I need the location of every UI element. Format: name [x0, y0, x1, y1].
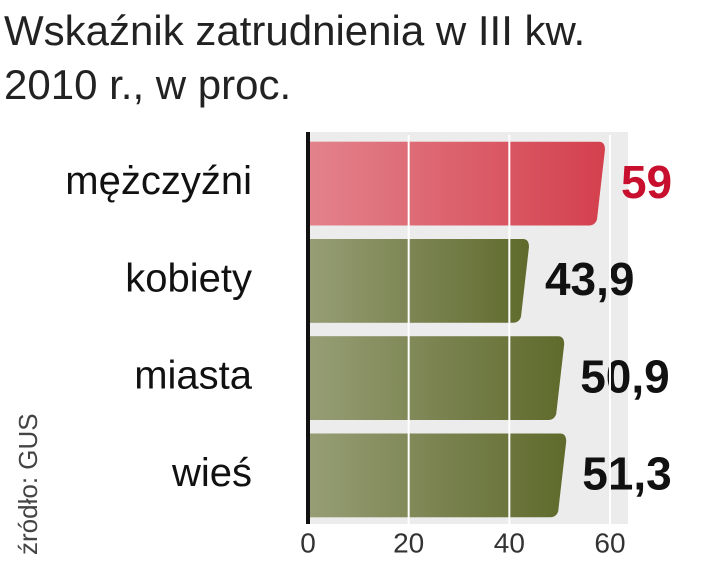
bar-shade — [308, 141, 605, 226]
value-label: 59 — [621, 156, 672, 208]
chart-title: 2010 r., w proc. — [4, 61, 291, 108]
chart-title: Wskaźnik zatrudnienia w III kw. — [4, 7, 585, 54]
category-label: kobiety — [125, 256, 252, 300]
value-label: 43,9 — [545, 253, 635, 305]
bar-shade — [308, 433, 567, 518]
value-label: 50,9 — [580, 350, 670, 402]
x-tick-label: 20 — [393, 527, 424, 558]
x-tick-label: 40 — [494, 527, 525, 558]
category-label: wieś — [171, 451, 252, 495]
category-label: miasta — [134, 354, 253, 398]
value-label: 51,3 — [582, 448, 672, 500]
x-tick-label: 0 — [300, 527, 316, 558]
category-label: mężczyźni — [65, 159, 252, 203]
source-note: źródło: GUS — [13, 413, 43, 555]
x-tick-label: 60 — [594, 527, 625, 558]
bar-shade — [308, 336, 565, 420]
bar-shade — [308, 239, 529, 323]
